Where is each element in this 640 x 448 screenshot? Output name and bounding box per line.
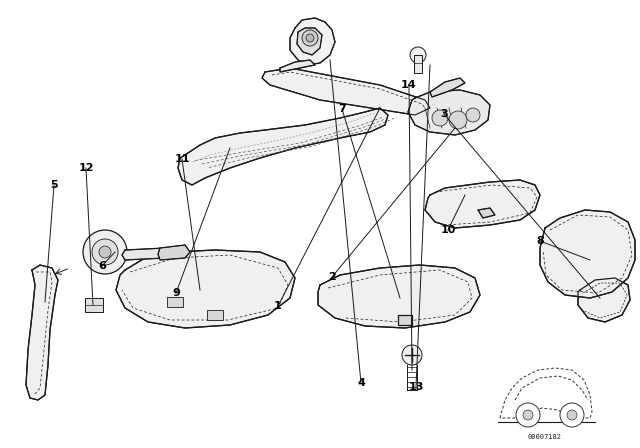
Polygon shape	[262, 68, 430, 115]
Text: 5: 5	[50, 180, 58, 190]
Polygon shape	[540, 210, 635, 298]
Bar	[85, 298, 103, 312]
Text: 13: 13	[408, 382, 424, 392]
Polygon shape	[425, 180, 540, 228]
Circle shape	[410, 47, 426, 63]
Polygon shape	[578, 278, 630, 322]
Circle shape	[306, 34, 314, 42]
Text: 12: 12	[78, 163, 93, 173]
Circle shape	[92, 239, 118, 265]
Text: 11: 11	[174, 154, 189, 164]
Circle shape	[466, 108, 480, 122]
Text: 14: 14	[401, 80, 417, 90]
Circle shape	[83, 230, 127, 274]
Circle shape	[523, 410, 533, 420]
Circle shape	[560, 403, 584, 427]
Text: 00007182: 00007182	[528, 434, 562, 440]
Polygon shape	[178, 108, 388, 185]
Text: 9: 9	[172, 288, 180, 298]
Text: 3: 3	[440, 109, 448, 119]
Polygon shape	[478, 208, 495, 218]
Polygon shape	[297, 28, 322, 55]
Bar	[207, 310, 223, 320]
Circle shape	[449, 111, 467, 129]
Text: 7: 7	[338, 104, 346, 114]
Polygon shape	[408, 90, 490, 135]
Circle shape	[567, 410, 577, 420]
Text: 10: 10	[440, 225, 456, 235]
Polygon shape	[290, 18, 335, 65]
Circle shape	[402, 345, 422, 365]
Polygon shape	[430, 78, 465, 97]
Text: 2: 2	[328, 272, 336, 282]
Polygon shape	[26, 265, 58, 400]
Bar	[414, 55, 422, 73]
Text: 8: 8	[536, 236, 544, 246]
Text: 6: 6	[98, 261, 106, 271]
Polygon shape	[158, 245, 190, 260]
Polygon shape	[122, 248, 170, 260]
Circle shape	[432, 110, 448, 126]
Text: 1: 1	[274, 301, 282, 311]
Polygon shape	[280, 60, 315, 72]
Bar	[167, 297, 183, 307]
Polygon shape	[318, 265, 480, 328]
Circle shape	[302, 30, 318, 46]
Polygon shape	[116, 250, 295, 328]
Circle shape	[516, 403, 540, 427]
Polygon shape	[398, 315, 412, 325]
Circle shape	[99, 246, 111, 258]
Text: 4: 4	[357, 378, 365, 388]
